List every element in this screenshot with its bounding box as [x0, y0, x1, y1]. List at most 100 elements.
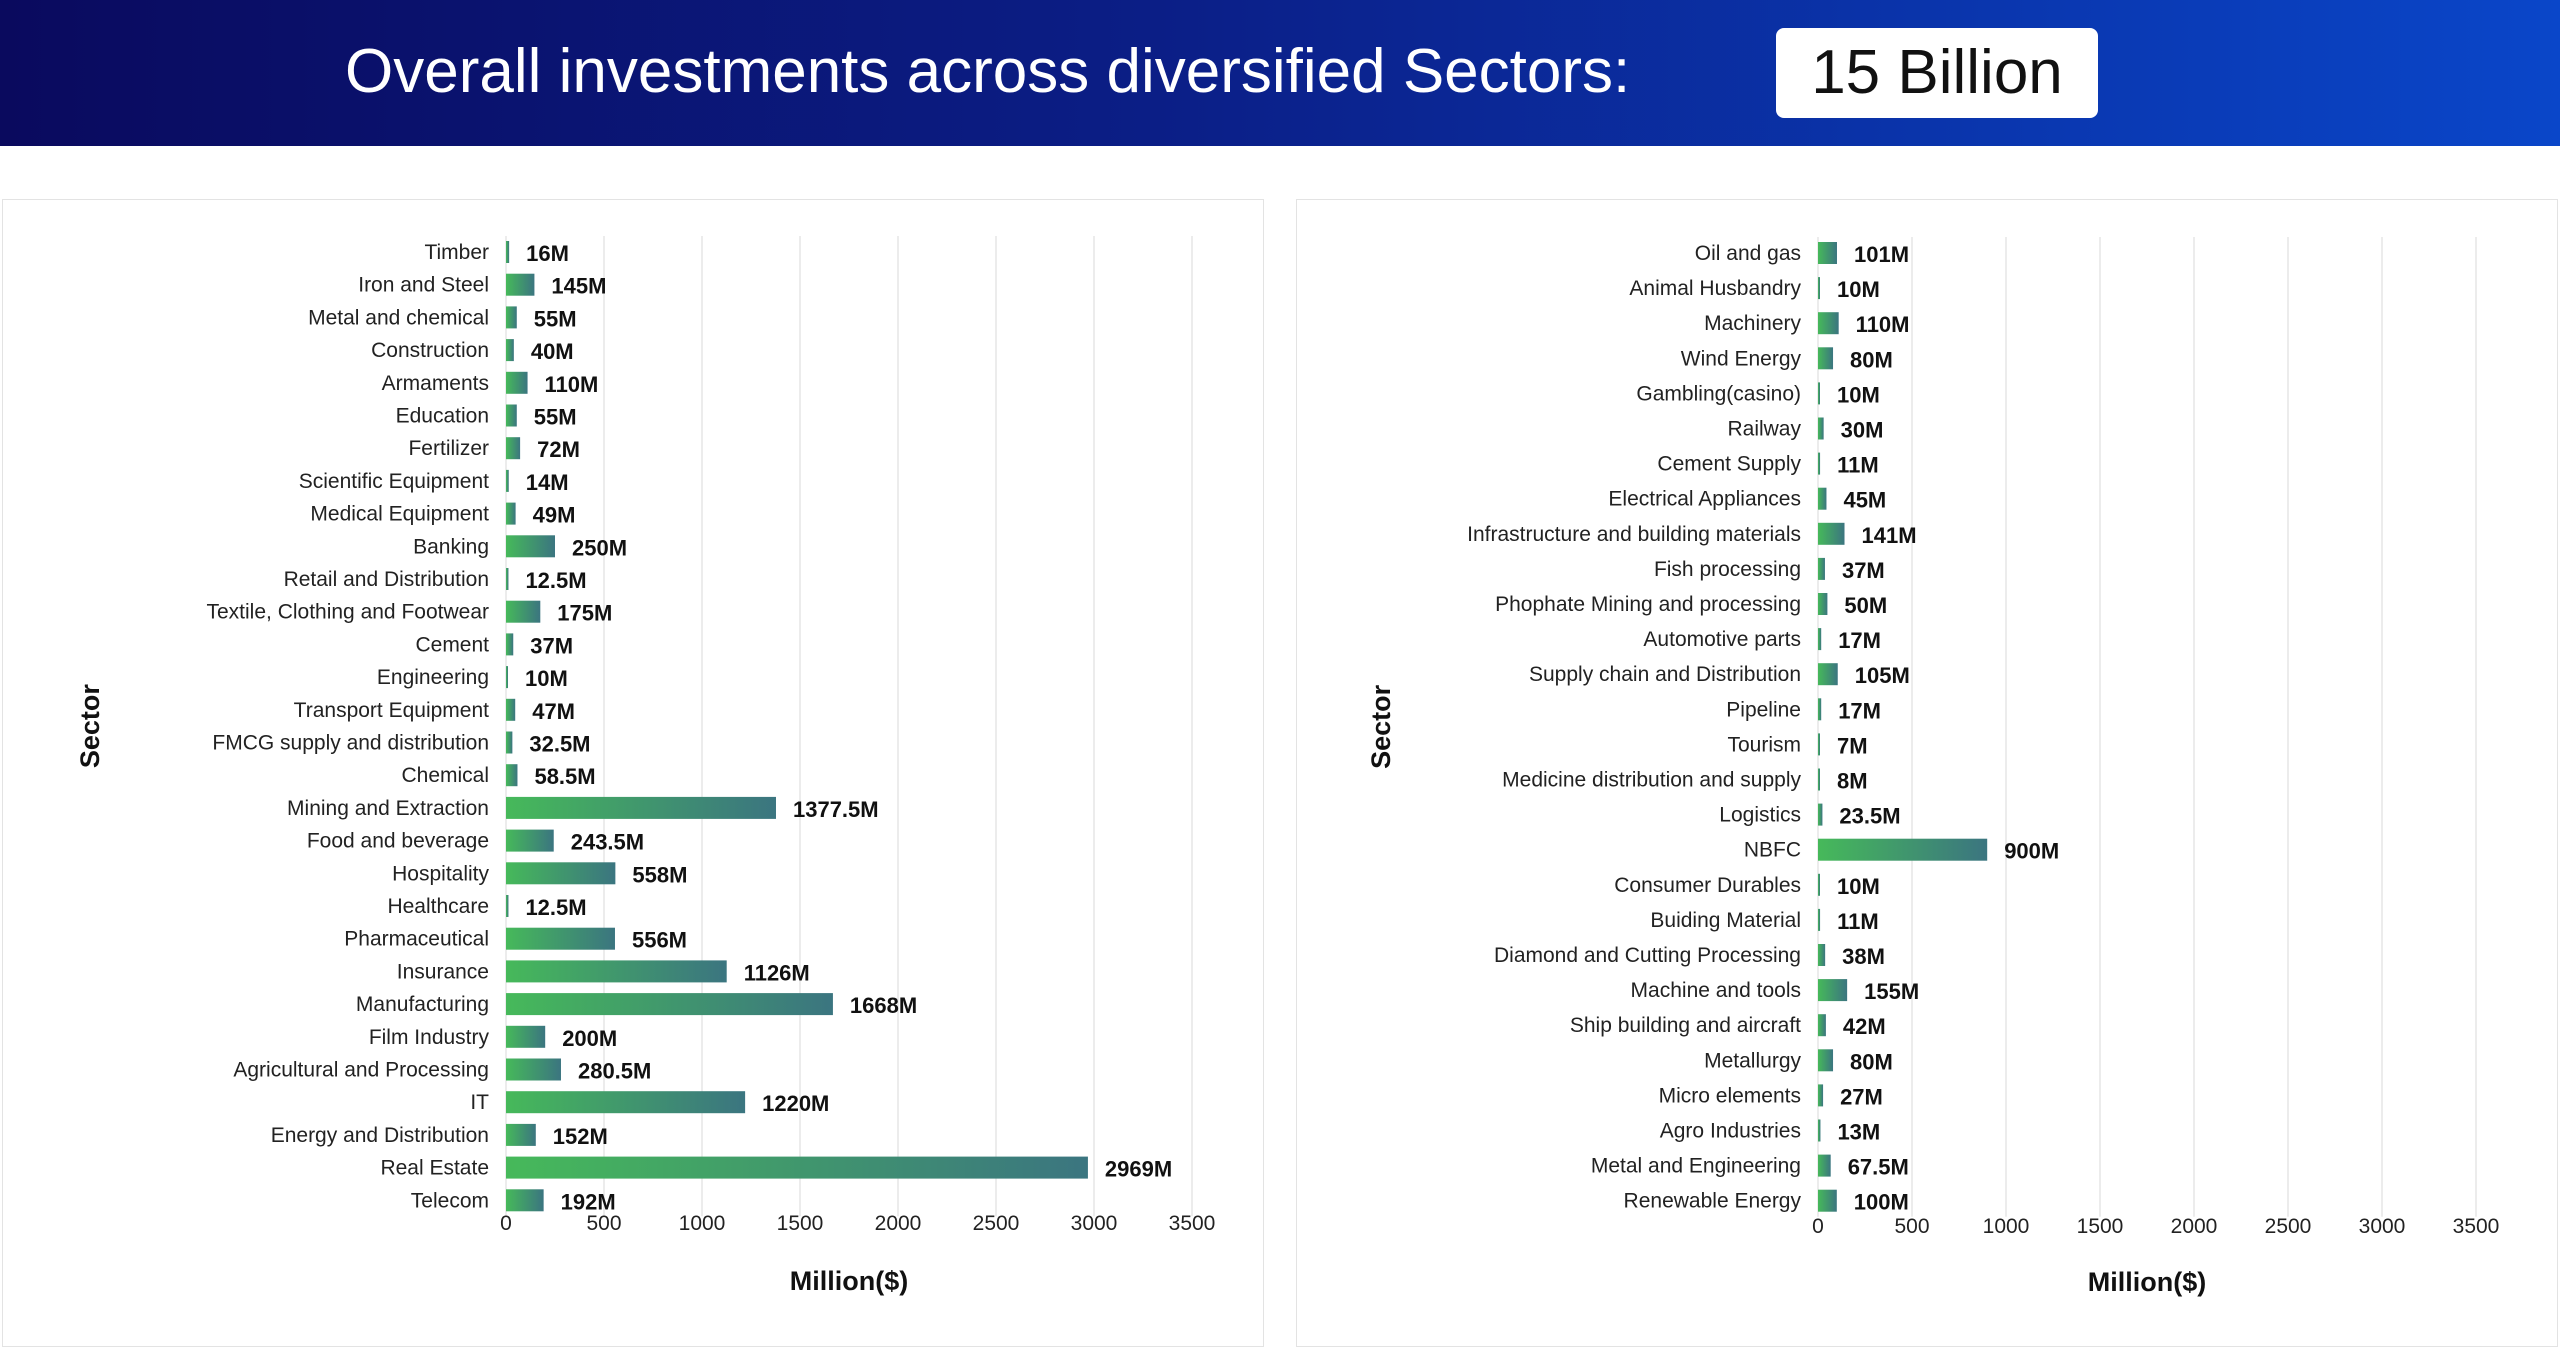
bar-value-label: 37M — [1842, 558, 1885, 583]
bar-value-label: 7M — [1837, 733, 1868, 758]
category-label: Phophate Mining and processing — [1495, 593, 1801, 616]
bar-value-label: 38M — [1842, 944, 1885, 969]
category-label: Infrastructure and building materials — [1467, 523, 1801, 546]
bar-value-label: 27M — [1840, 1084, 1883, 1109]
bar-value-label: 152M — [553, 1124, 608, 1149]
category-label: Engineering — [377, 666, 489, 689]
bar — [1818, 1084, 1824, 1107]
category-label: Automotive parts — [1643, 628, 1801, 651]
bar — [506, 1025, 546, 1048]
bar-value-label: 1668M — [850, 993, 917, 1018]
bar — [1818, 698, 1822, 721]
bar — [1818, 522, 1845, 545]
bar-value-label: 16M — [526, 241, 569, 266]
category-label: Supply chain and Distribution — [1529, 663, 1801, 686]
bar — [506, 764, 518, 787]
x-tick-label: 3500 — [2453, 1215, 2500, 1238]
y-axis-title: Sector — [75, 684, 105, 769]
x-axis-title: Million($) — [790, 1266, 908, 1296]
category-label: Pharmaceutical — [344, 928, 489, 951]
bar-value-label: 110M — [545, 372, 599, 397]
bar — [506, 633, 514, 656]
bar — [506, 993, 833, 1016]
y-axis-title: Sector — [1366, 684, 1396, 769]
bar-value-label: 13M — [1837, 1120, 1880, 1145]
bar-value-label: 243.5M — [571, 830, 644, 855]
category-label: Textile, Clothing and Footwear — [207, 601, 490, 624]
bar-value-label: 900M — [2004, 839, 2059, 864]
x-tick-label: 2000 — [2171, 1215, 2218, 1238]
category-label: Food and beverage — [307, 830, 489, 853]
bar — [1818, 908, 1821, 931]
category-label: Renewable Energy — [1624, 1190, 1802, 1213]
bar-value-label: 1377.5M — [793, 797, 879, 822]
bar-value-label: 30M — [1841, 418, 1884, 443]
bar-value-label: 11M — [1837, 909, 1879, 934]
bar — [506, 960, 727, 983]
bar — [506, 371, 528, 394]
x-tick-label: 1500 — [777, 1212, 824, 1235]
category-label: Gambling(casino) — [1636, 382, 1801, 405]
category-label: Real Estate — [380, 1157, 489, 1180]
x-axis-title: Million($) — [2088, 1267, 2206, 1297]
category-label: IT — [470, 1091, 489, 1114]
bar — [506, 1189, 544, 1212]
bar-value-label: 11M — [1837, 453, 1879, 478]
bar-value-label: 10M — [1837, 277, 1880, 302]
bar — [506, 666, 508, 689]
bar-value-label: 10M — [1837, 382, 1880, 407]
bar — [506, 1123, 536, 1146]
category-label: Logistics — [1719, 804, 1801, 827]
bar — [1818, 628, 1822, 651]
bar-value-label: 280.5M — [578, 1059, 651, 1084]
category-label: Banking — [413, 535, 489, 558]
bar-value-label: 250M — [572, 535, 627, 560]
category-label: Machine and tools — [1631, 979, 1801, 1002]
bar-value-label: 141M — [1862, 523, 1917, 548]
category-label: Retail and Distribution — [284, 568, 489, 591]
category-label: Micro elements — [1659, 1084, 1801, 1107]
bar-value-label: 80M — [1850, 347, 1893, 372]
category-label: Fertilizer — [408, 437, 489, 460]
total-investment-badge: 15 Billion — [1776, 28, 2098, 118]
category-label: Medical Equipment — [310, 503, 489, 526]
category-label: Agro Industries — [1660, 1120, 1801, 1143]
category-label: Manufacturing — [356, 993, 489, 1016]
bar — [506, 339, 514, 362]
category-label: Diamond and Cutting Processing — [1494, 944, 1801, 967]
bar-value-label: 2969M — [1105, 1157, 1172, 1182]
bar — [1818, 382, 1820, 405]
x-tick-label: 0 — [1812, 1215, 1824, 1238]
bar — [1818, 803, 1823, 826]
category-label: Agricultural and Processing — [233, 1059, 489, 1082]
bar-value-label: 80M — [1850, 1049, 1893, 1074]
right-bar-chart: 0 500 1000 1500 2000 2500 3000 3500 Oil and gas 1… — [1366, 237, 2500, 1297]
x-tick-label: 2500 — [2265, 1215, 2312, 1238]
bar — [506, 502, 516, 525]
category-label: Metal and Engineering — [1591, 1155, 1801, 1178]
x-tick-label: 2500 — [973, 1212, 1020, 1235]
category-label: Wind Energy — [1681, 347, 1802, 370]
bar-value-label: 72M — [537, 437, 580, 462]
bar — [1818, 487, 1827, 510]
bar — [506, 927, 615, 950]
category-label: Consumer Durables — [1614, 874, 1801, 897]
bar-value-label: 558M — [632, 862, 687, 887]
category-label: Railway — [1727, 418, 1801, 441]
category-label: Metal and chemical — [308, 306, 489, 329]
category-label: Mining and Extraction — [287, 797, 489, 820]
category-label: Buiding Material — [1650, 909, 1801, 932]
bar — [506, 1091, 746, 1114]
bar — [506, 600, 541, 623]
bar — [1818, 768, 1820, 791]
bar — [1818, 944, 1826, 966]
bar-value-label: 37M — [530, 633, 573, 658]
category-label: Electrical Appliances — [1608, 488, 1801, 511]
bar — [1818, 452, 1821, 475]
category-label: Film Industry — [369, 1026, 490, 1049]
x-tick-label: 1000 — [1983, 1215, 2030, 1238]
bar — [506, 862, 616, 885]
bar-value-label: 58.5M — [534, 764, 595, 789]
bar — [1818, 1119, 1821, 1142]
bar — [1818, 663, 1838, 686]
